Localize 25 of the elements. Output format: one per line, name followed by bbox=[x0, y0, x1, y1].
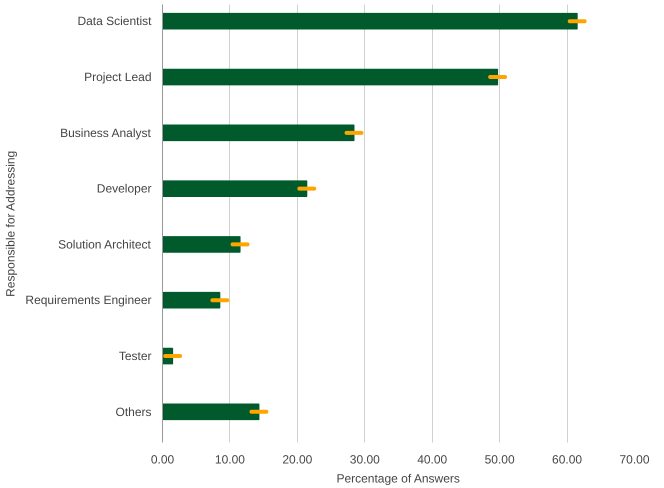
y-axis-title: Responsible for Addressing bbox=[3, 150, 18, 297]
y-tick-label: Business Analyst bbox=[60, 126, 152, 140]
y-tick-label: Solution Architect bbox=[58, 237, 152, 252]
bar bbox=[162, 236, 241, 253]
bar bbox=[162, 292, 220, 309]
bar bbox=[162, 180, 308, 197]
x-axis-title: Percentage of Answers bbox=[336, 472, 460, 486]
x-tick-label: 0.00 bbox=[150, 452, 175, 466]
x-tick-label: 50.00 bbox=[484, 452, 515, 466]
y-tick-label: Project Lead bbox=[84, 70, 152, 84]
y-tick-label: Developer bbox=[96, 182, 152, 196]
bar bbox=[162, 12, 578, 30]
x-tick-label: 30.00 bbox=[350, 452, 380, 466]
y-tick-label: Others bbox=[115, 404, 152, 419]
y-tick-label: Requirements Engineer bbox=[25, 293, 152, 308]
bar bbox=[162, 404, 260, 420]
y-tick-label: Tester bbox=[118, 349, 152, 364]
bar bbox=[162, 124, 354, 142]
y-tick-label: Data Scientist bbox=[77, 14, 152, 28]
x-tick-label: 10.00 bbox=[214, 452, 246, 466]
x-tick-label: 60.00 bbox=[552, 452, 582, 466]
x-tick-label: 70.00 bbox=[619, 452, 650, 466]
bar bbox=[162, 68, 498, 86]
x-tick-label: 20.00 bbox=[282, 452, 313, 466]
x-tick-label: 40.00 bbox=[417, 452, 448, 466]
